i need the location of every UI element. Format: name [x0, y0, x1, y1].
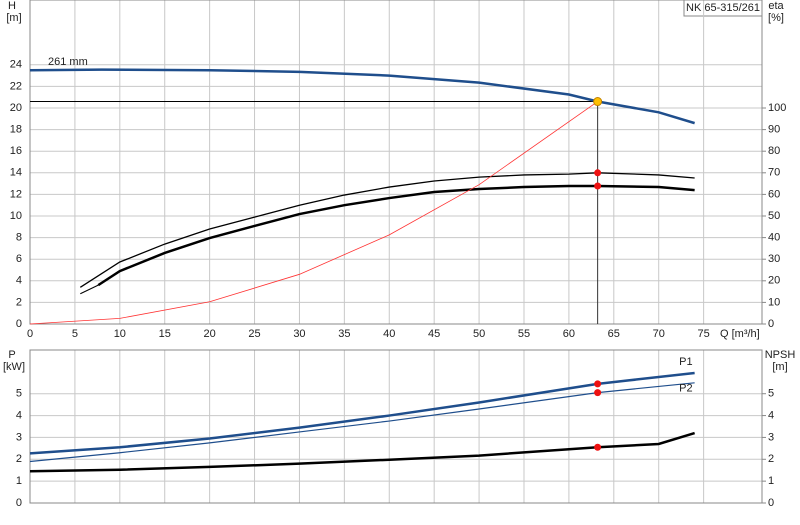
- x-tick-label: 15: [159, 328, 171, 340]
- y-tick-label: 16: [10, 145, 22, 157]
- y-tick-label: 0: [16, 497, 22, 509]
- y2-tick-label: 60: [768, 188, 780, 200]
- duty-marker: [594, 182, 602, 190]
- y-tick-label: 18: [10, 124, 22, 136]
- y-tick-label: 4: [16, 275, 22, 287]
- duty-point: [593, 97, 603, 107]
- y-tick-label: 0: [16, 318, 22, 330]
- x-tick-label: 55: [518, 328, 530, 340]
- x-tick-label: 0: [27, 328, 33, 340]
- y2-tick-label: 90: [768, 124, 780, 136]
- y-tick-label: 10: [10, 210, 22, 222]
- y2-tick-label: 20: [768, 275, 780, 287]
- y-tick-label: 8: [16, 232, 22, 244]
- series-line: [29, 68, 695, 125]
- duty-marker: [594, 380, 602, 388]
- duty-marker: [594, 443, 602, 451]
- x-tick-label: 30: [293, 328, 305, 340]
- x-tick-label: 10: [114, 328, 126, 340]
- y2-tick-label: 80: [768, 145, 780, 157]
- y2-tick-label: 30: [768, 253, 780, 265]
- y-tick-label: 4: [16, 409, 22, 421]
- y-tick-label: 2: [16, 296, 22, 308]
- x-tick-label: 25: [248, 328, 260, 340]
- x-tick-label: 45: [428, 328, 440, 340]
- y-tick-label: 1: [16, 475, 22, 487]
- duty-marker: [594, 389, 602, 397]
- y-tick-label: 22: [10, 80, 22, 92]
- x-tick-label: 40: [383, 328, 395, 340]
- y2-tick-label: 2: [768, 453, 774, 465]
- series-line: [29, 101, 598, 325]
- plot-frame: [29, 0, 763, 325]
- chart-title: NK 65-315/261: [686, 2, 760, 14]
- y-unit: [kW]: [3, 361, 25, 373]
- series-line: [80, 284, 99, 295]
- series-line: [79, 172, 695, 288]
- x-tick-label: 70: [653, 328, 665, 340]
- x-tick-label: 65: [608, 328, 620, 340]
- y2-tick-label: 10: [768, 296, 780, 308]
- series-line: [29, 371, 695, 455]
- y2-tick-label: 50: [768, 210, 780, 222]
- y-label: H: [8, 0, 16, 12]
- y-tick-label: 6: [16, 253, 22, 265]
- y-tick-label: 24: [10, 59, 22, 71]
- y-label: P: [8, 349, 15, 361]
- y2-unit: [%]: [768, 12, 784, 24]
- y-unit: [m]: [6, 12, 21, 24]
- x-label: Q [m³/h]: [720, 328, 760, 340]
- y2-tick-label: 1: [768, 475, 774, 487]
- y-tick-label: 14: [10, 167, 22, 179]
- series-label: P1: [679, 356, 692, 368]
- y2-tick-label: 40: [768, 232, 780, 244]
- y2-tick-label: 3: [768, 431, 774, 443]
- y-tick-label: 5: [16, 388, 22, 400]
- y2-unit: [m]: [772, 361, 787, 373]
- y2-tick-label: 100: [768, 102, 786, 114]
- series-line: [97, 184, 695, 287]
- series-label: P2: [679, 383, 692, 395]
- y2-label: eta: [768, 0, 784, 12]
- x-tick-label: 5: [72, 328, 78, 340]
- series-line: [29, 431, 696, 473]
- duty-marker: [594, 169, 602, 177]
- x-tick-label: 75: [697, 328, 709, 340]
- x-tick-label: 35: [338, 328, 350, 340]
- y2-tick-label: 70: [768, 167, 780, 179]
- x-tick-label: 20: [204, 328, 216, 340]
- plot-frame: [29, 349, 763, 504]
- y2-tick-label: 4: [768, 409, 774, 421]
- y2-tick-label: 0: [768, 318, 774, 330]
- y-tick-label: 3: [16, 431, 22, 443]
- x-tick-label: 50: [473, 328, 485, 340]
- x-tick-label: 60: [563, 328, 575, 340]
- annotation: 261 mm: [48, 56, 88, 68]
- y-tick-label: 12: [10, 188, 22, 200]
- y-tick-label: 2: [16, 453, 22, 465]
- y2-tick-label: 5: [768, 388, 774, 400]
- series-line: [29, 382, 695, 463]
- y2-label: NPSH: [765, 349, 796, 361]
- y-tick-label: 20: [10, 102, 22, 114]
- y2-tick-label: 0: [768, 497, 774, 509]
